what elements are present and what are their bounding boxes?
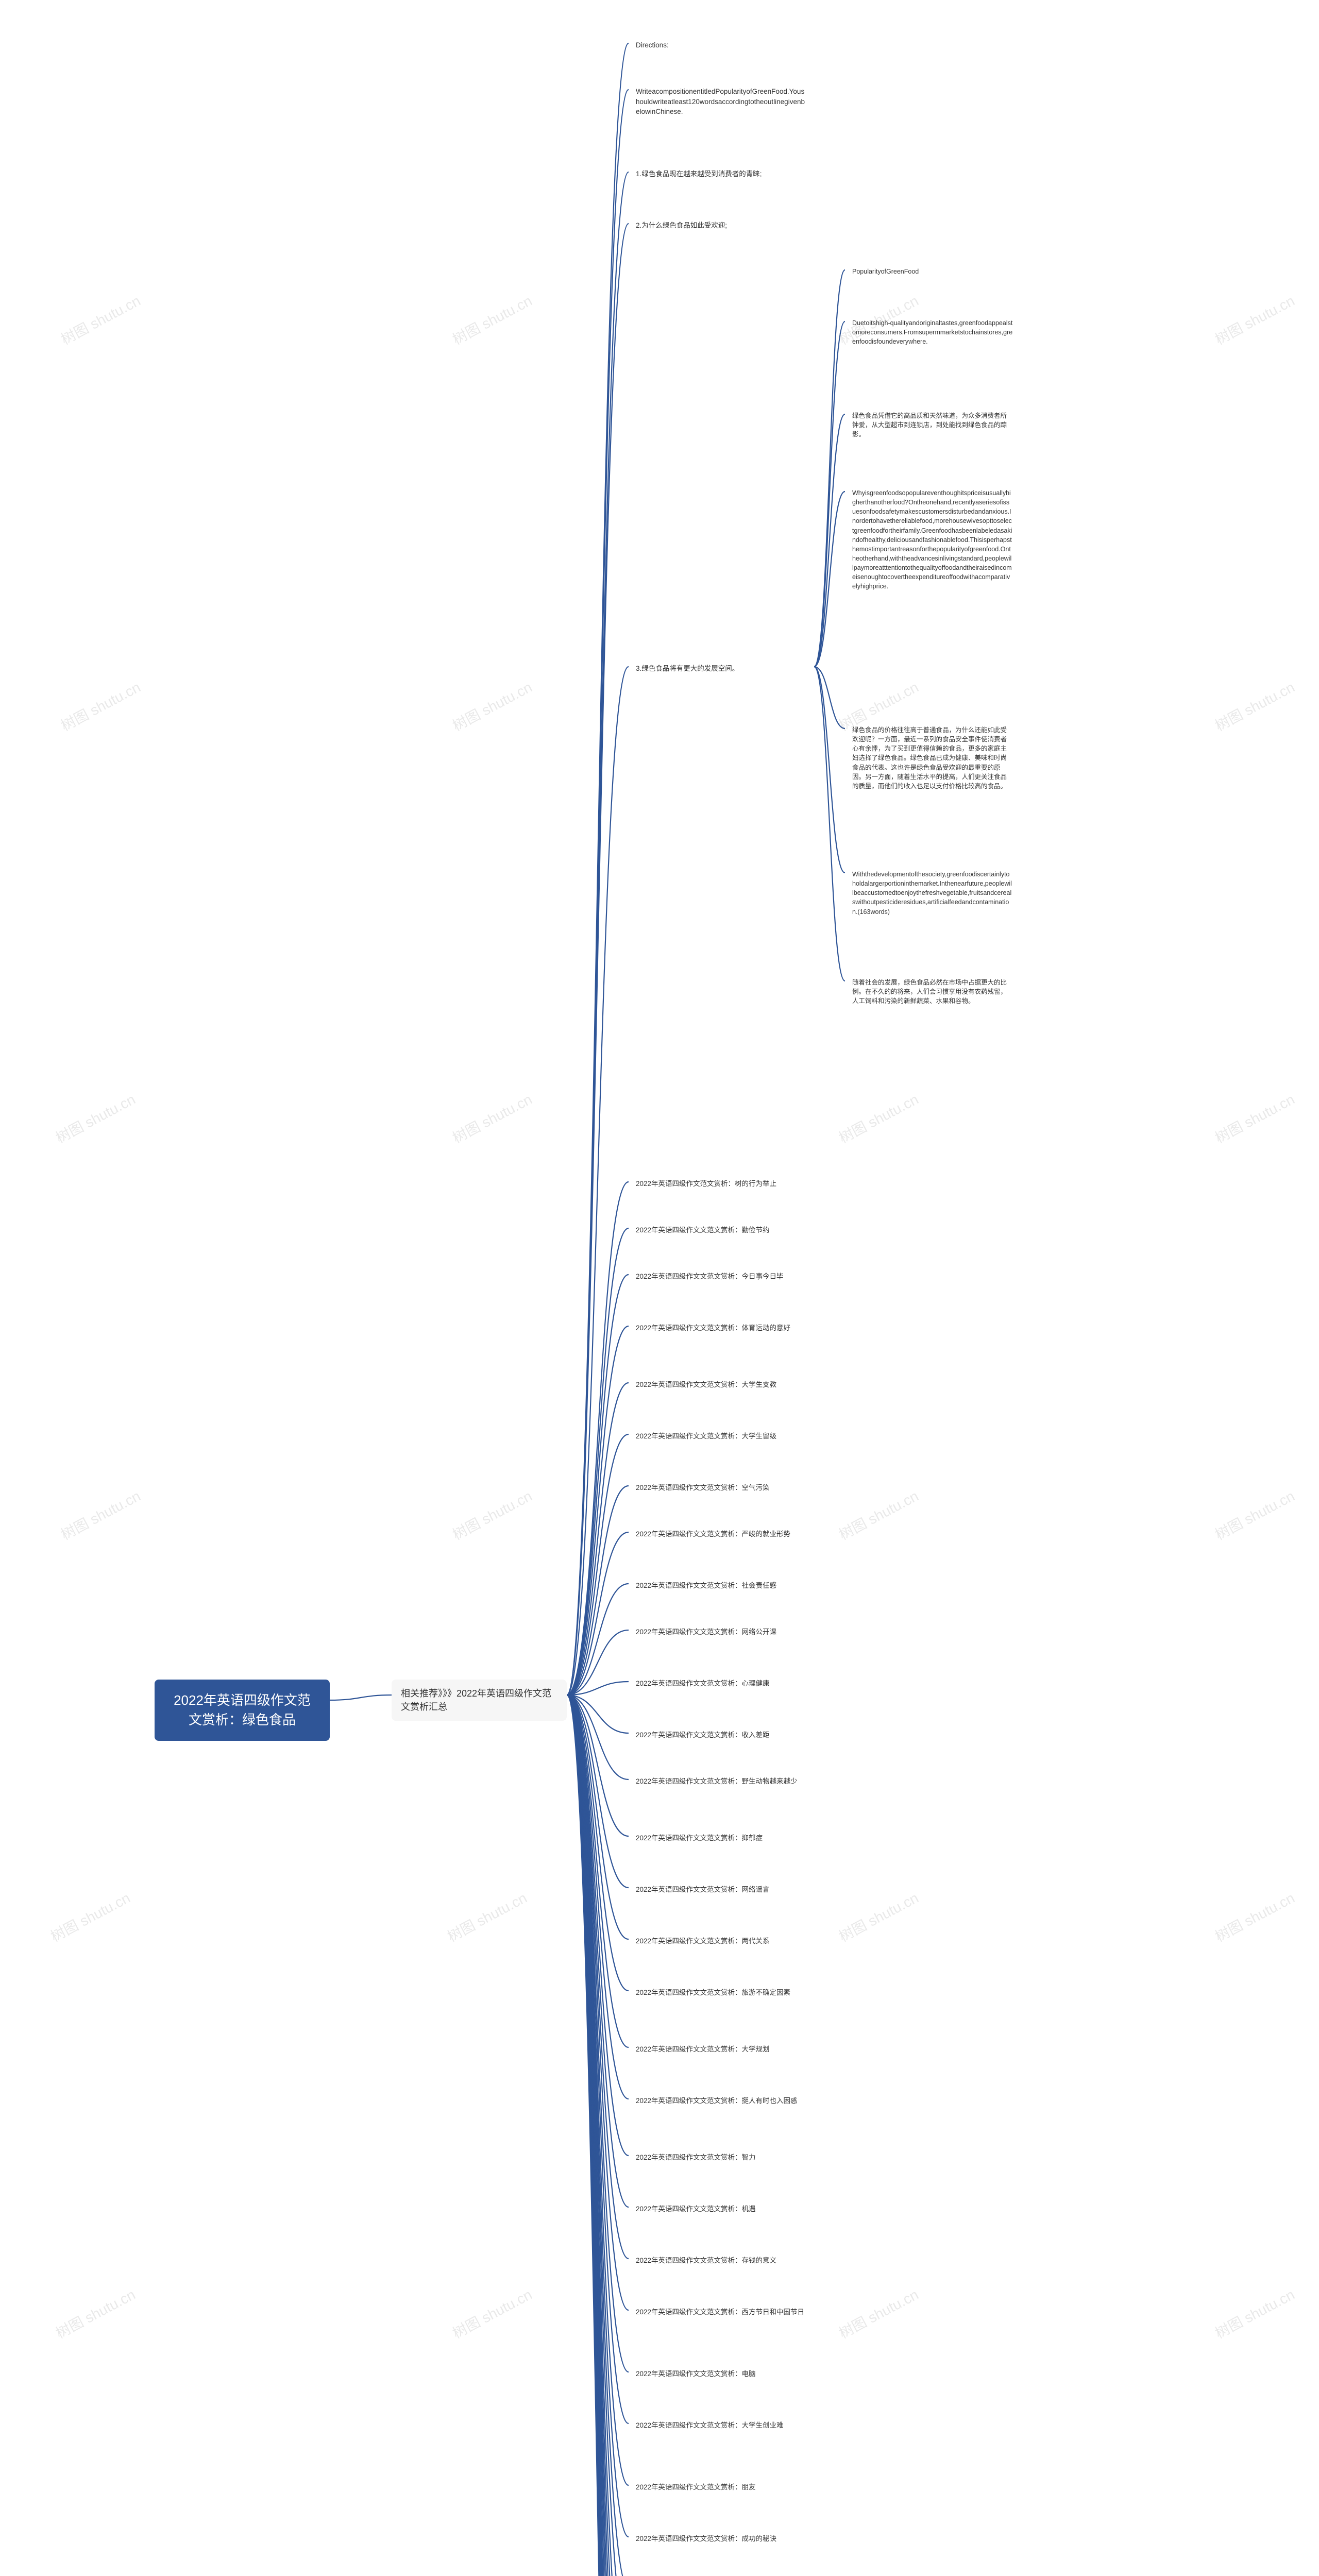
leaf-21: 2022年英语四级作文文范文赏析：旅游不确定因素 bbox=[629, 1984, 814, 2002]
watermark: 树图 shutu.cn bbox=[52, 2284, 139, 2343]
leaf-5: 2022年英语四级作文范文赏析：树的行为举止 bbox=[629, 1175, 814, 1193]
watermark: 树图 shutu.cn bbox=[449, 676, 536, 736]
sub-3: Whyisgreenfoodsopopulareventhoughitspric… bbox=[845, 484, 1020, 595]
leaf-30: 2022年英语四级作文文范文赏析：朋友 bbox=[629, 2478, 814, 2497]
leaf-11: 2022年英语四级作文文范文赏析：空气污染 bbox=[629, 1479, 814, 1497]
watermark: 树图 shutu.cn bbox=[835, 1485, 922, 1545]
leaf-23: 2022年英语四级作文文范文赏析：挺人有时也入困惑 bbox=[629, 2092, 814, 2110]
leaf-29: 2022年英语四级作文文范文赏析：大学生创业难 bbox=[629, 2416, 814, 2435]
leaf-25: 2022年英语四级作文文范文赏析：机遇 bbox=[629, 2200, 814, 2218]
leaf-4: 3.绿色食品将有更大的发展空间。 bbox=[629, 659, 814, 678]
leaf-27: 2022年英语四级作文文范文赏析：西方节日和中国节日 bbox=[629, 2303, 814, 2321]
leaf-15: 2022年英语四级作文文范文赏析：心理健康 bbox=[629, 1674, 814, 1693]
sub-2: 绿色食品凭借它的高品质和天然味道，为众多消费者所钟爱，从大型超市到连锁店，到处能… bbox=[845, 407, 1020, 443]
watermark: 树图 shutu.cn bbox=[835, 1887, 922, 1946]
leaf-7: 2022年英语四级作文文范文赏析：今日事今日毕 bbox=[629, 1267, 814, 1286]
watermark: 树图 shutu.cn bbox=[1211, 1485, 1298, 1545]
edge-layer bbox=[0, 0, 1319, 2576]
watermark: 树图 shutu.cn bbox=[835, 1089, 922, 1148]
leaf-16: 2022年英语四级作文文范文赏析：收入差距 bbox=[629, 1726, 814, 1744]
root-node: 2022年英语四级作文范文赏析：绿色食品 bbox=[155, 1680, 330, 1741]
watermark: 树图 shutu.cn bbox=[57, 290, 144, 349]
mindmap-canvas: 2022年英语四级作文范文赏析：绿色食品 相关推荐》》》2022年英语四级作文范文… bbox=[0, 0, 1319, 2576]
watermark: 树图 shutu.cn bbox=[1211, 290, 1298, 349]
leaf-26: 2022年英语四级作文文范文赏析：存钱的意义 bbox=[629, 2251, 814, 2270]
leaf-20: 2022年英语四级作文文范文赏析：两代关系 bbox=[629, 1932, 814, 1951]
leaf-2: 1.绿色食品现在越来越受到消费者的青睐; bbox=[629, 165, 814, 183]
leaf-8: 2022年英语四级作文文范文赏析：体育运动的意好 bbox=[629, 1319, 814, 1337]
leaf-12: 2022年英语四级作文文范文赏析：严峻的就业形势 bbox=[629, 1525, 814, 1544]
watermark: 树图 shutu.cn bbox=[835, 2284, 922, 2343]
leaf-3: 2.为什么绿色食品如此受欢迎; bbox=[629, 216, 814, 235]
leaf-0: Directions: bbox=[629, 36, 814, 55]
leaf-17: 2022年英语四级作文文范文赏析：野生动物越来越少 bbox=[629, 1772, 814, 1791]
leaf-10: 2022年英语四级作文文范文赏析：大学生留级 bbox=[629, 1427, 814, 1446]
leaf-24: 2022年英语四级作文文范文赏析：智力 bbox=[629, 2148, 814, 2167]
leaf-13: 2022年英语四级作文文范文赏析：社会责任感 bbox=[629, 1577, 814, 1595]
watermark: 树图 shutu.cn bbox=[449, 290, 536, 349]
mid-node: 相关推荐》》》2022年英语四级作文范文赏析汇总 bbox=[392, 1680, 567, 1721]
sub-4: 绿色食品的价格往往高于普通食品，为什么还能如此受欢迎呢？一方面，最近一系列的食品… bbox=[845, 721, 1020, 795]
watermark: 树图 shutu.cn bbox=[449, 1485, 536, 1545]
leaf-18: 2022年英语四级作文文范文赏析：抑郁症 bbox=[629, 1829, 814, 1848]
watermark: 树图 shutu.cn bbox=[1211, 676, 1298, 736]
watermark: 树图 shutu.cn bbox=[47, 1887, 134, 1946]
watermark: 树图 shutu.cn bbox=[1211, 1089, 1298, 1148]
leaf-1: WriteacompositionentitledPopularityofGre… bbox=[629, 82, 814, 121]
leaf-28: 2022年英语四级作文文范文赏析：电脑 bbox=[629, 2365, 814, 2383]
leaf-9: 2022年英语四级作文文范文赏析：大学生支教 bbox=[629, 1376, 814, 1394]
leaf-22: 2022年英语四级作文文范文赏析：大学规划 bbox=[629, 2040, 814, 2059]
sub-0: PopularityofGreenFood bbox=[845, 263, 1020, 280]
sub-6: 随着社会的发展，绿色食品必然在市场中占据更大的比例。在不久的的将来，人们会习惯享… bbox=[845, 974, 1020, 1010]
leaf-31: 2022年英语四级作文文范文赏析：成功的秘诀 bbox=[629, 2530, 814, 2548]
watermark: 树图 shutu.cn bbox=[449, 2284, 536, 2343]
watermark: 树图 shutu.cn bbox=[444, 1887, 531, 1946]
watermark: 树图 shutu.cn bbox=[57, 676, 144, 736]
watermark: 树图 shutu.cn bbox=[449, 1089, 536, 1148]
watermark: 树图 shutu.cn bbox=[52, 1089, 139, 1148]
watermark: 树图 shutu.cn bbox=[57, 1485, 144, 1545]
leaf-19: 2022年英语四级作文文范文赏析：网络谣言 bbox=[629, 1880, 814, 1899]
sub-5: Withthedevelopmentofthesociety,greenfood… bbox=[845, 866, 1020, 921]
watermark: 树图 shutu.cn bbox=[1211, 2284, 1298, 2343]
leaf-6: 2022年英语四级作文文范文赏析：勤俭节约 bbox=[629, 1221, 814, 1240]
leaf-14: 2022年英语四级作文文范文赏析：网络公开课 bbox=[629, 1623, 814, 1641]
sub-1: Duetoitshigh-qualityandoriginaltastes,gr… bbox=[845, 314, 1020, 350]
watermark: 树图 shutu.cn bbox=[1211, 1887, 1298, 1946]
